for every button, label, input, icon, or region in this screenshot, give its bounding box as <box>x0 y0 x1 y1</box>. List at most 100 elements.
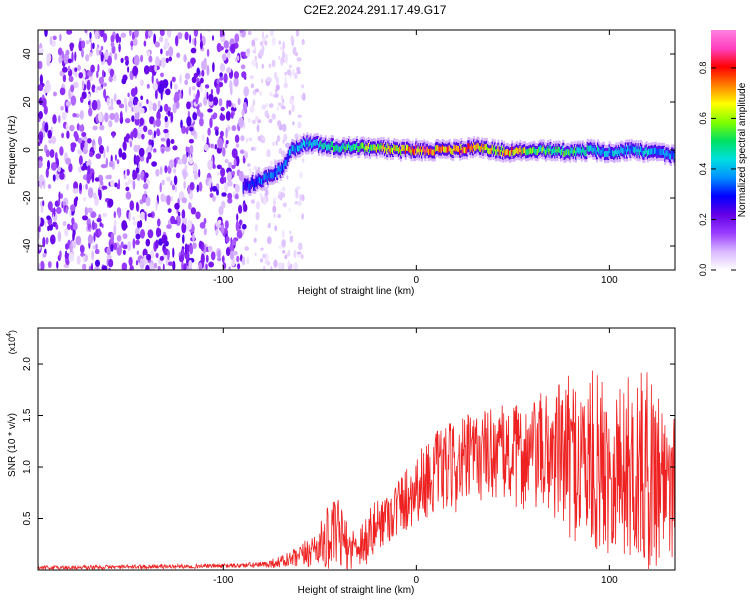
noise-speckle <box>98 112 103 123</box>
signal-core <box>436 144 438 151</box>
noise-speckle <box>214 144 217 150</box>
noise-speckle <box>246 257 250 265</box>
signal-core <box>583 148 586 155</box>
signal-core <box>507 149 510 156</box>
signal-core <box>312 141 315 148</box>
noise-speckle <box>217 137 223 149</box>
signal-core <box>605 150 608 157</box>
signal-core <box>453 144 456 151</box>
signal-core <box>266 175 269 182</box>
noise-speckle <box>227 161 233 168</box>
signal-core <box>430 148 433 155</box>
noise-speckle <box>112 73 117 82</box>
noise-speckle <box>184 31 189 41</box>
noise-speckle <box>184 243 188 255</box>
noise-speckle <box>201 60 207 71</box>
noise-speckle <box>121 78 127 85</box>
signal-core <box>539 146 542 153</box>
noise-speckle <box>234 33 240 43</box>
noise-speckle <box>231 164 236 169</box>
noise-speckle <box>63 53 70 65</box>
signal-core <box>526 149 529 156</box>
signal-core <box>518 148 521 155</box>
signal-core <box>610 150 613 156</box>
noise-speckle <box>38 141 41 146</box>
noise-speckle <box>296 251 302 255</box>
signal-core <box>310 142 313 149</box>
noise-speckle <box>206 64 210 76</box>
noise-speckle <box>170 80 173 90</box>
signal-core <box>409 146 412 153</box>
noise-speckle <box>249 75 255 80</box>
signal-core <box>451 148 454 155</box>
noise-speckle <box>165 50 170 57</box>
signal-core <box>322 143 325 149</box>
signal-core <box>423 145 426 152</box>
noise-speckle <box>173 83 178 91</box>
signal-core <box>378 143 381 150</box>
noise-speckle <box>132 238 136 249</box>
noise-speckle <box>81 165 86 171</box>
noise-speckle <box>62 74 67 83</box>
noise-speckle <box>281 262 285 270</box>
noise-speckle <box>127 92 130 98</box>
noise-speckle <box>295 30 300 37</box>
signal-core <box>473 142 476 149</box>
signal-core <box>572 149 575 156</box>
y-tick-label: 0 <box>22 147 33 153</box>
noise-speckle <box>136 250 139 255</box>
noise-speckle <box>171 184 176 191</box>
noise-speckle <box>288 110 292 116</box>
noise-speckle <box>296 186 301 190</box>
noise-speckle <box>238 225 241 230</box>
noise-speckle <box>151 139 154 148</box>
noise-speckle <box>198 102 203 108</box>
noise-speckle <box>170 195 174 202</box>
noise-speckle <box>282 50 285 59</box>
noise-speckle <box>301 194 305 202</box>
noise-speckle <box>93 192 97 200</box>
signal-core <box>465 146 467 153</box>
noise-speckle <box>139 258 144 269</box>
noise-speckle <box>179 74 182 84</box>
signal-core <box>483 144 486 150</box>
noise-speckle <box>81 69 86 80</box>
signal-core <box>440 146 443 153</box>
noise-speckle <box>272 205 277 213</box>
colorbar-tick-label: 0.4 <box>698 163 708 176</box>
signal-core <box>600 149 603 156</box>
signal-core <box>242 184 245 191</box>
noise-speckle <box>264 110 269 118</box>
noise-speckle <box>255 116 259 122</box>
noise-speckle <box>94 266 100 270</box>
noise-speckle <box>155 118 161 127</box>
noise-speckle <box>166 195 171 206</box>
signal-core <box>431 149 434 156</box>
noise-speckle <box>206 91 209 100</box>
signal-core <box>425 146 428 153</box>
noise-speckle <box>161 148 164 154</box>
noise-speckle <box>225 127 228 139</box>
noise-speckle <box>273 259 278 268</box>
noise-speckle <box>87 234 93 244</box>
noise-speckle <box>235 220 240 232</box>
noise-speckle <box>275 76 280 85</box>
signal-core <box>529 147 532 154</box>
noise-speckle <box>70 95 77 106</box>
noise-speckle <box>200 77 204 84</box>
signal-core <box>452 148 455 155</box>
signal-core <box>345 144 348 150</box>
signal-core <box>424 149 427 156</box>
noise-speckle <box>48 139 53 144</box>
signal-core <box>372 144 375 151</box>
signal-core <box>646 150 649 157</box>
noise-speckle <box>207 108 213 113</box>
signal-core <box>427 149 430 155</box>
noise-speckle <box>288 207 291 212</box>
noise-speckle <box>61 132 64 139</box>
signal-core <box>470 144 473 151</box>
noise-speckle <box>82 215 88 221</box>
signal-core <box>277 166 280 172</box>
noise-speckle <box>164 37 169 49</box>
